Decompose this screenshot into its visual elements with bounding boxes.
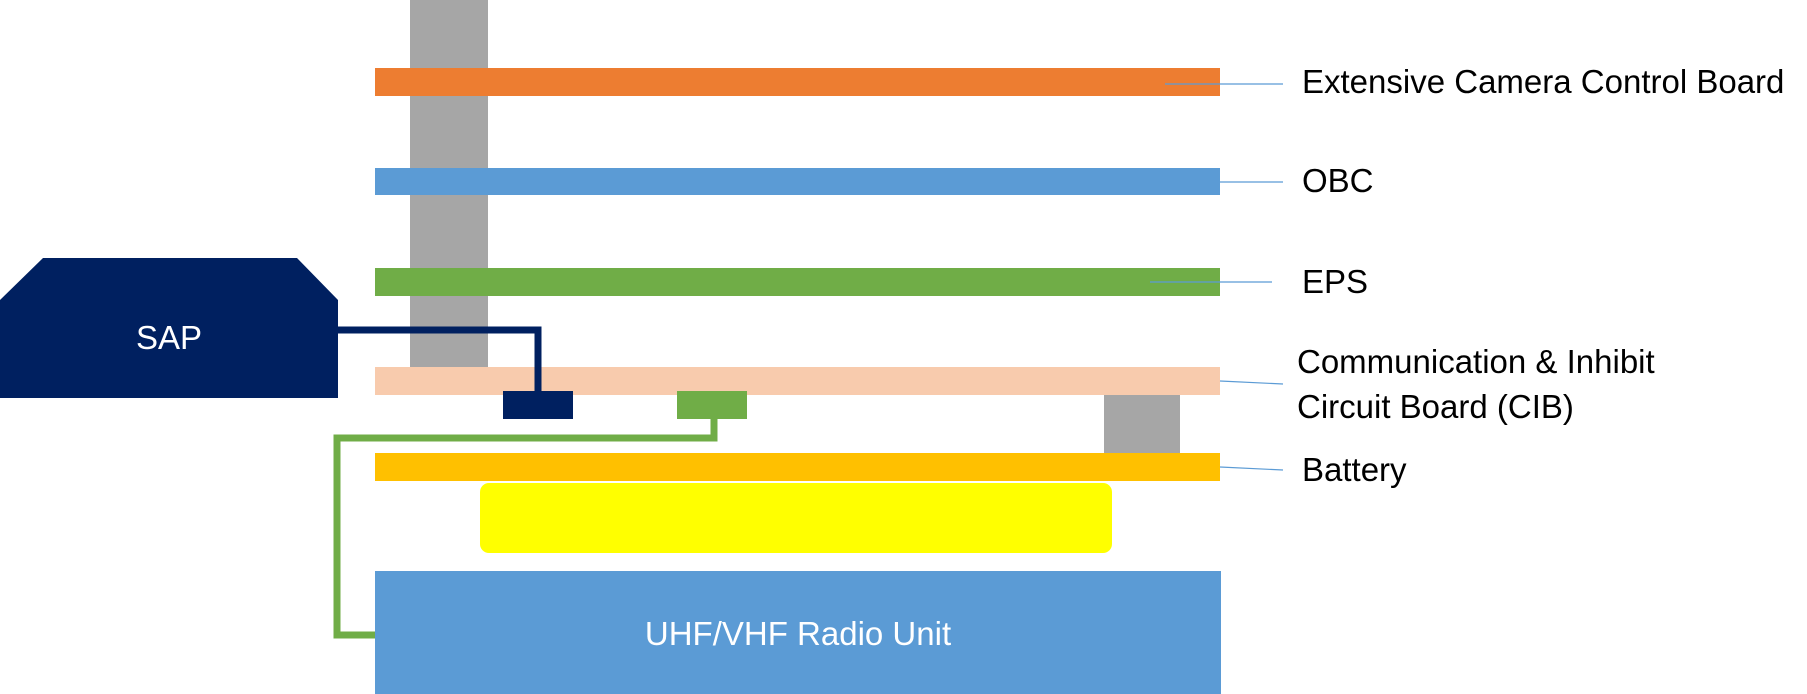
battery-label: Battery — [1302, 451, 1407, 488]
radio-cable — [333, 418, 718, 639]
radio-unit — [375, 571, 1221, 694]
obc-board — [375, 168, 1220, 195]
sap-connector — [503, 391, 573, 419]
cib-label-line2: Circuit Board (CIB) — [1297, 388, 1574, 425]
radio-connector — [677, 391, 747, 419]
radio-unit-label: UHF/VHF Radio Unit — [645, 615, 951, 652]
cib-leader-line — [1219, 380, 1284, 385]
camera-board-label: Extensive Camera Control Board — [1302, 63, 1784, 100]
standoff-right — [1104, 395, 1180, 453]
sap-panel — [0, 258, 338, 398]
battery-cells — [480, 483, 1112, 553]
eps-label: EPS — [1302, 263, 1368, 300]
cib-board — [375, 367, 1220, 395]
eps-board — [375, 268, 1220, 296]
battery-leader-line — [1219, 466, 1284, 471]
battery-board — [375, 453, 1220, 481]
camera-control-board — [375, 68, 1220, 96]
sap-label: SAP — [136, 319, 202, 356]
sap-cable — [335, 326, 542, 393]
obc-label: OBC — [1302, 162, 1374, 199]
cib-label-line1: Communication & Inhibit — [1297, 343, 1655, 380]
